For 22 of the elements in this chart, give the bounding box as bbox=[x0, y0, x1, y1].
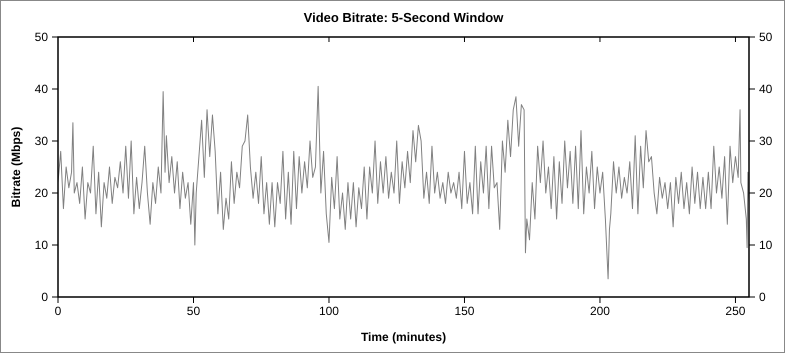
y2-tick-label: 20 bbox=[759, 186, 773, 200]
chart-title: Video Bitrate: 5-Second Window bbox=[304, 10, 504, 25]
x-tick-label: 200 bbox=[590, 304, 610, 318]
y2-tick-label: 30 bbox=[759, 134, 773, 148]
x-tick-label: 100 bbox=[318, 304, 340, 318]
y2-tick-label: 0 bbox=[759, 290, 766, 304]
x-tick-label: 150 bbox=[454, 304, 475, 318]
y-tick-label: 20 bbox=[34, 186, 48, 200]
x-tick-label: 250 bbox=[725, 304, 746, 318]
x-tick-label: 0 bbox=[54, 304, 62, 318]
y-axis-title: Bitrate (Mbps) bbox=[9, 126, 23, 208]
y-tick-label: 40 bbox=[34, 82, 48, 96]
y-tick-label: 10 bbox=[34, 238, 48, 252]
y2-tick-label: 10 bbox=[759, 238, 773, 252]
y-tick-label: 0 bbox=[41, 290, 48, 304]
y-tick-label: 50 bbox=[34, 30, 48, 44]
x-tick-label: 50 bbox=[186, 304, 200, 318]
x-axis-title: Time (minutes) bbox=[360, 330, 446, 344]
line-series bbox=[58, 86, 750, 280]
y2-tick-label: 50 bbox=[759, 30, 773, 44]
y2-tick-label: 40 bbox=[759, 82, 773, 96]
y-tick-label: 30 bbox=[34, 134, 48, 148]
